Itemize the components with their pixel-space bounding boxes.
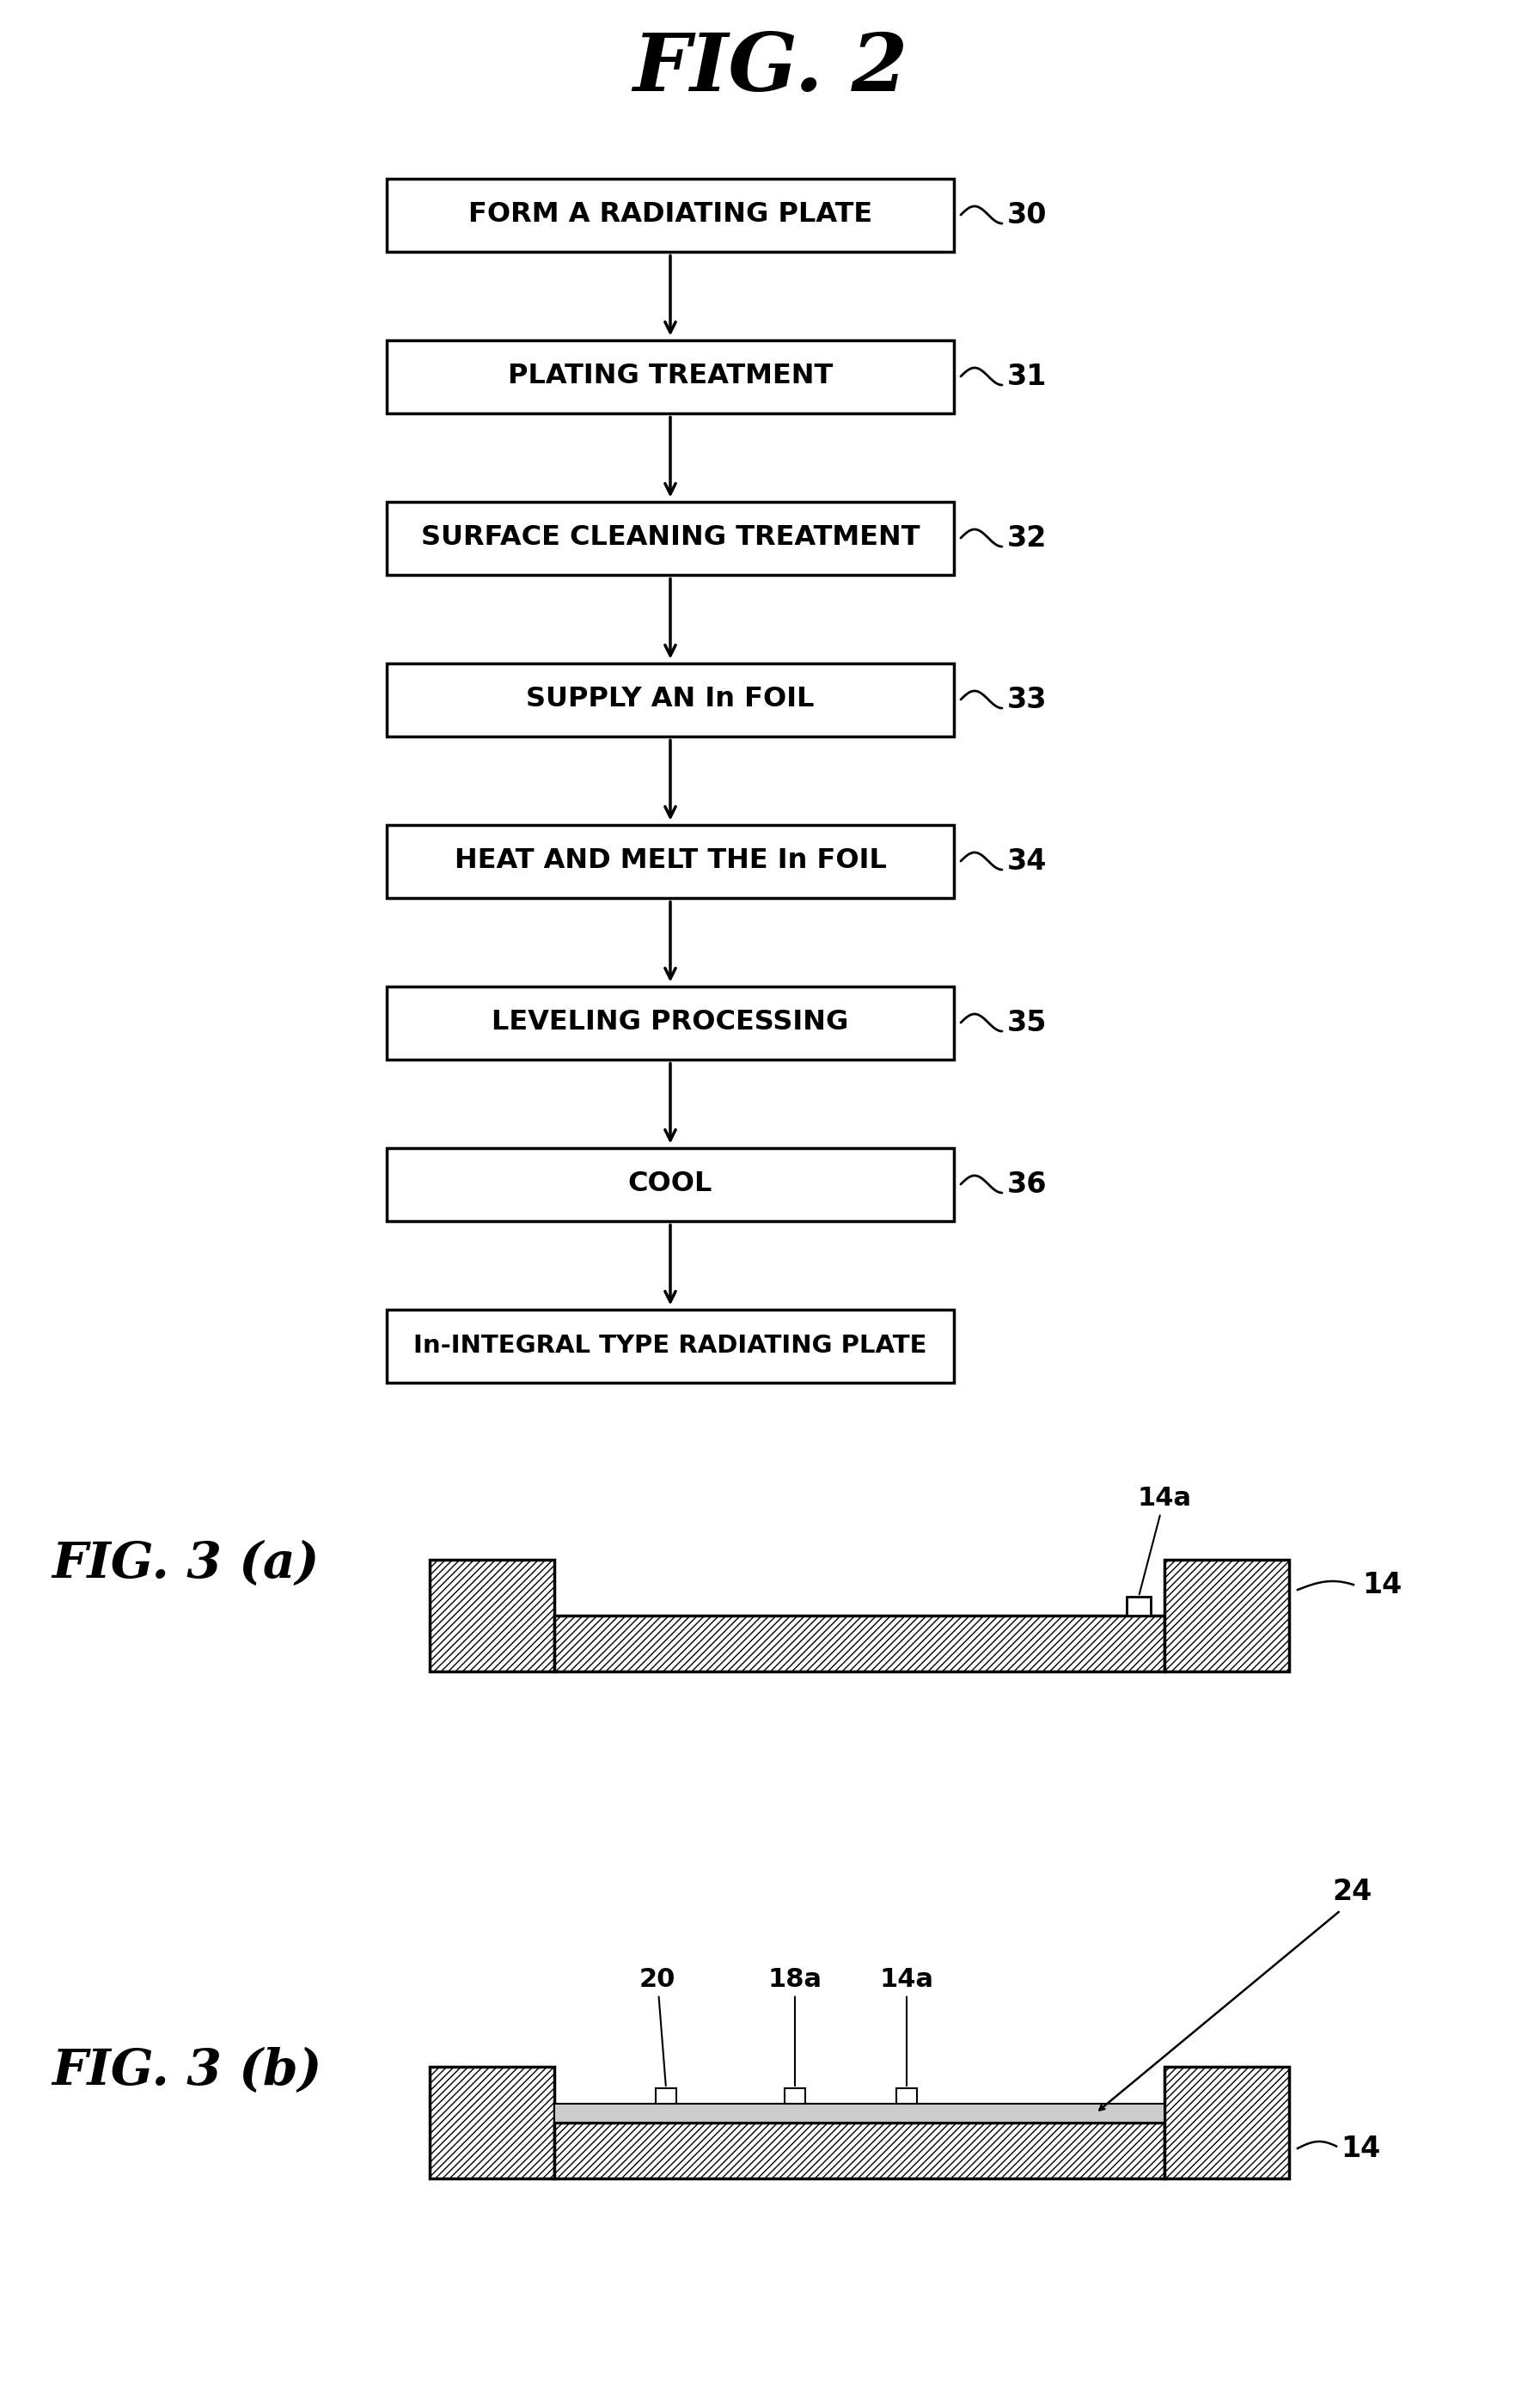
- Text: 33: 33: [1007, 686, 1047, 714]
- Text: 36: 36: [1007, 1171, 1047, 1199]
- Bar: [387, 1309, 953, 1383]
- Text: 20: 20: [639, 1966, 676, 2086]
- Text: COOL: COOL: [628, 1171, 713, 1197]
- Bar: [430, 2066, 554, 2179]
- Bar: [656, 2088, 676, 2105]
- Text: 30: 30: [1007, 201, 1047, 229]
- Bar: [554, 1615, 1164, 1672]
- Text: FORM A RADIATING PLATE: FORM A RADIATING PLATE: [468, 201, 872, 229]
- Bar: [554, 2121, 1164, 2179]
- Bar: [1127, 1596, 1150, 1615]
- Text: 31: 31: [1007, 363, 1047, 389]
- Bar: [784, 2088, 805, 2105]
- Text: 32: 32: [1007, 523, 1047, 552]
- Text: 18a: 18a: [768, 1966, 822, 2086]
- Text: LEVELING PROCESSING: LEVELING PROCESSING: [491, 1008, 849, 1037]
- Text: PLATING TREATMENT: PLATING TREATMENT: [508, 363, 833, 389]
- Text: SUPPLY AN In FOIL: SUPPLY AN In FOIL: [527, 686, 815, 712]
- Text: SURFACE CLEANING TREATMENT: SURFACE CLEANING TREATMENT: [420, 526, 919, 552]
- Text: 14: 14: [1361, 1572, 1401, 1601]
- Bar: [1164, 1560, 1289, 1672]
- Text: 14a: 14a: [879, 1966, 933, 2086]
- Text: 35: 35: [1007, 1008, 1047, 1037]
- Bar: [387, 502, 953, 573]
- Bar: [387, 1147, 953, 1221]
- Text: FIG. 3 (b): FIG. 3 (b): [51, 2047, 322, 2095]
- Bar: [387, 339, 953, 413]
- Bar: [554, 2105, 1164, 2121]
- Bar: [896, 2088, 916, 2105]
- Bar: [387, 179, 953, 251]
- Bar: [1164, 2066, 1289, 2179]
- Text: 24: 24: [1332, 1878, 1372, 1906]
- Bar: [387, 824, 953, 898]
- Bar: [387, 664, 953, 736]
- Text: FIG. 3 (a): FIG. 3 (a): [51, 1541, 319, 1589]
- Bar: [430, 1560, 554, 1672]
- Bar: [387, 987, 953, 1058]
- Text: 34: 34: [1007, 846, 1047, 874]
- Text: 14a: 14a: [1138, 1486, 1192, 1593]
- Text: In-INTEGRAL TYPE RADIATING PLATE: In-INTEGRAL TYPE RADIATING PLATE: [414, 1333, 927, 1357]
- Text: 14: 14: [1341, 2133, 1380, 2162]
- Text: FIG. 2: FIG. 2: [633, 31, 907, 108]
- Bar: [554, 2105, 1164, 2121]
- Text: HEAT AND MELT THE In FOIL: HEAT AND MELT THE In FOIL: [454, 848, 887, 874]
